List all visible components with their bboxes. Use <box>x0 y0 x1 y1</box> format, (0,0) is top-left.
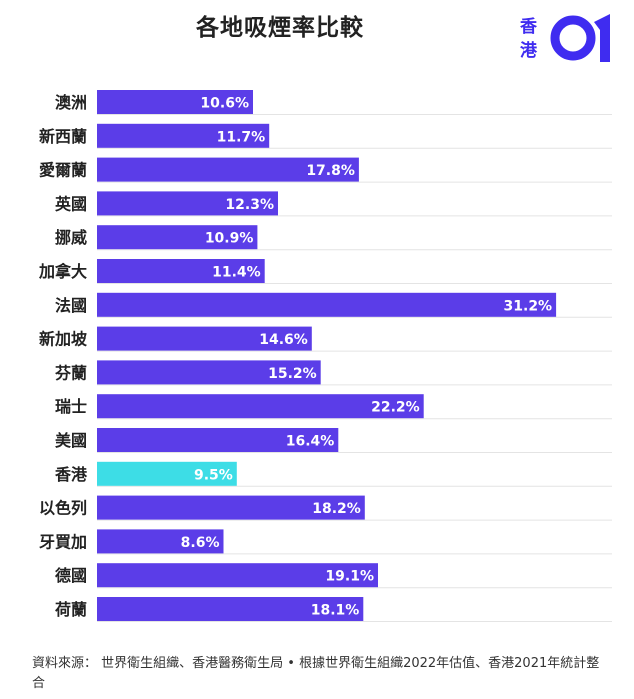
value-label: 16.4% <box>286 434 335 450</box>
bar-5 <box>97 259 265 283</box>
logo-text-line1: 香 <box>520 17 537 37</box>
value-label: 8.6% <box>181 535 220 551</box>
bar-2 <box>97 157 359 182</box>
value-label: 22.2% <box>371 400 420 416</box>
category-label: 法國 <box>55 296 87 315</box>
value-label: 18.2% <box>312 501 361 517</box>
value-label: 19.1% <box>325 569 374 585</box>
bar-11 <box>97 461 237 486</box>
category-label: 新加坡 <box>39 330 88 349</box>
bar-4 <box>97 225 258 250</box>
bar-0 <box>97 90 253 114</box>
source-note: 資料來源： 世界衛生組織、香港醫務衛生局 • 根據世界衛生組織2022年估值、香… <box>32 656 600 691</box>
bar-chart: 澳洲 10.6% 新西蘭 11.7% 愛爾蘭 17.8% 英國 12.3% 挪威 10.9% 加拿大… <box>38 90 612 622</box>
category-label: 以色列 <box>39 499 87 518</box>
chart-title: 各地吸煙率比較 <box>196 15 364 41</box>
hk01-logo: 香 港 <box>520 12 616 68</box>
category-label: 荷蘭 <box>55 600 87 619</box>
category-label: 牙買加 <box>39 532 87 551</box>
logo-mark-icon <box>550 14 610 62</box>
value-label: 31.2% <box>504 298 553 314</box>
category-label: 英國 <box>54 194 87 213</box>
bar-8 <box>97 360 321 385</box>
value-label: 14.6% <box>259 332 308 348</box>
value-label: 10.9% <box>205 231 254 247</box>
bar-12 <box>97 495 365 520</box>
bar-13 <box>97 529 224 554</box>
category-label: 芬蘭 <box>54 363 87 382</box>
bar-10 <box>97 428 339 452</box>
value-label: 12.3% <box>225 197 274 213</box>
bar-1 <box>97 123 270 148</box>
category-label: 加拿大 <box>38 262 87 281</box>
bar-9 <box>97 394 424 419</box>
value-label: 11.7% <box>217 129 266 145</box>
bar-3 <box>97 191 278 216</box>
value-label: 17.8% <box>306 163 355 179</box>
logo-text-line2: 港 <box>520 41 537 61</box>
value-label: 11.4% <box>212 265 261 281</box>
category-label: 瑞士 <box>55 397 87 416</box>
bar-7 <box>97 326 312 351</box>
category-label: 美國 <box>55 431 87 450</box>
bar-14 <box>97 563 378 588</box>
category-label: 新西蘭 <box>39 127 87 146</box>
value-label: 10.6% <box>200 96 249 112</box>
category-label: 挪威 <box>55 228 87 247</box>
bar-6 <box>97 292 557 317</box>
category-label: 德國 <box>55 566 87 585</box>
category-label: 愛爾蘭 <box>39 161 87 180</box>
bar-15 <box>97 597 364 621</box>
category-label: 澳洲 <box>55 93 87 112</box>
category-label: 香港 <box>54 465 88 484</box>
value-label: 15.2% <box>268 366 317 382</box>
value-label: 9.5% <box>194 467 233 483</box>
value-label: 18.1% <box>311 603 360 619</box>
